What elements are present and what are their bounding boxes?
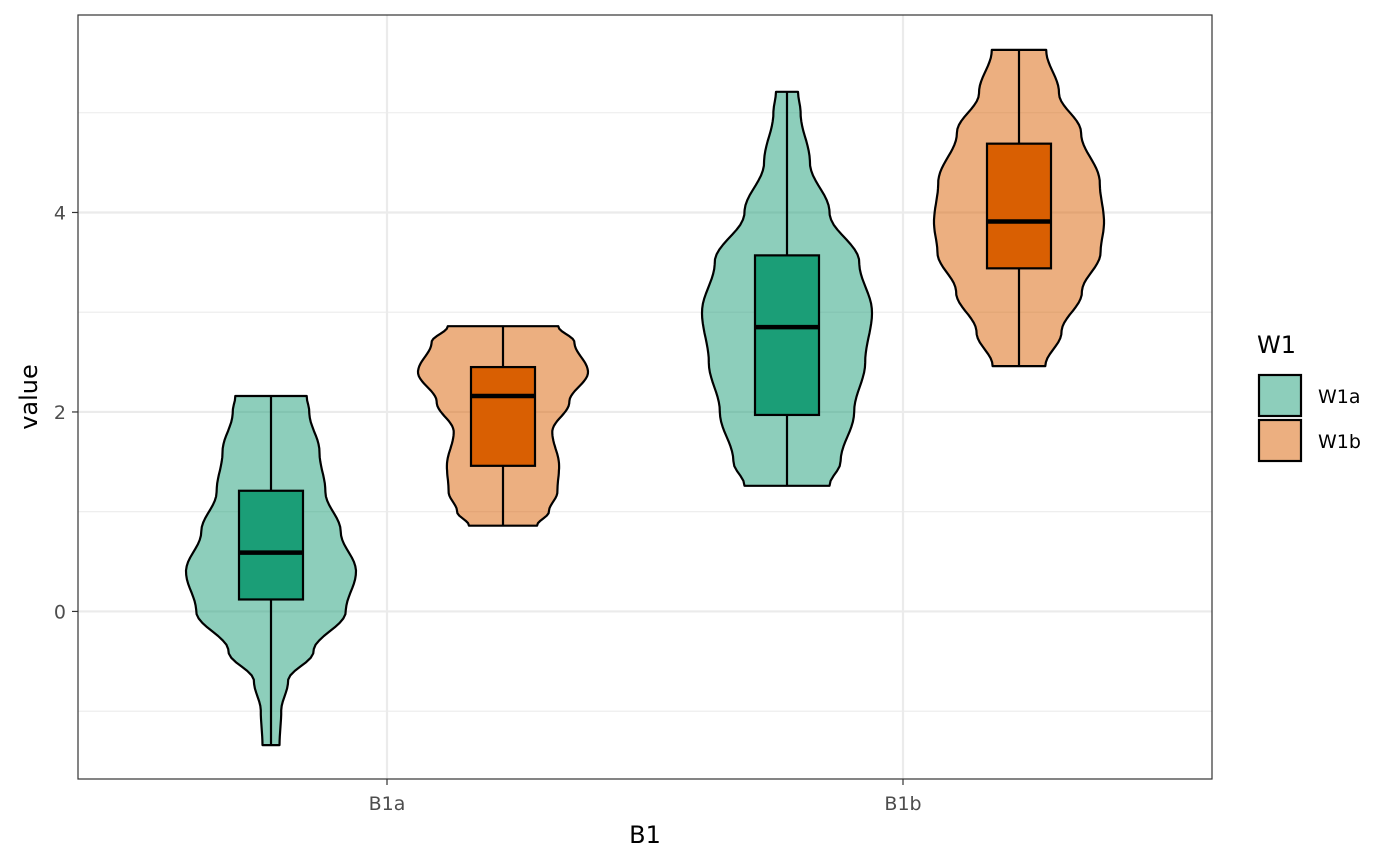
y-tick-label: 4 [54,202,66,224]
legend-label-W1a: W1a [1318,386,1361,408]
x-tick-label: B1b [884,793,921,815]
legend-label-W1b: W1b [1318,431,1361,453]
legend-title: W1 [1257,331,1296,359]
y-tick-label: 2 [54,402,66,424]
legend-items: W1a W1b [1257,373,1361,463]
x-axis-title: B1 [629,821,661,849]
legend-key-W1b [1257,418,1303,463]
axes: 0 2 4 B1a B1b [54,202,922,815]
box-W1b-B1a [469,365,537,467]
y-axis-title: value [15,364,43,430]
box-W1a-B1a [237,489,305,601]
box-W1b-B1b [985,142,1053,270]
legend-key-W1a [1257,373,1303,418]
box-W1a-B1b [753,254,821,417]
y-tick-label: 0 [54,601,66,623]
plot-panel-border [77,14,1213,780]
x-tick-label: B1a [369,793,406,815]
boxplots [237,49,1053,746]
legend: W1 W1a W1b [1257,331,1361,463]
